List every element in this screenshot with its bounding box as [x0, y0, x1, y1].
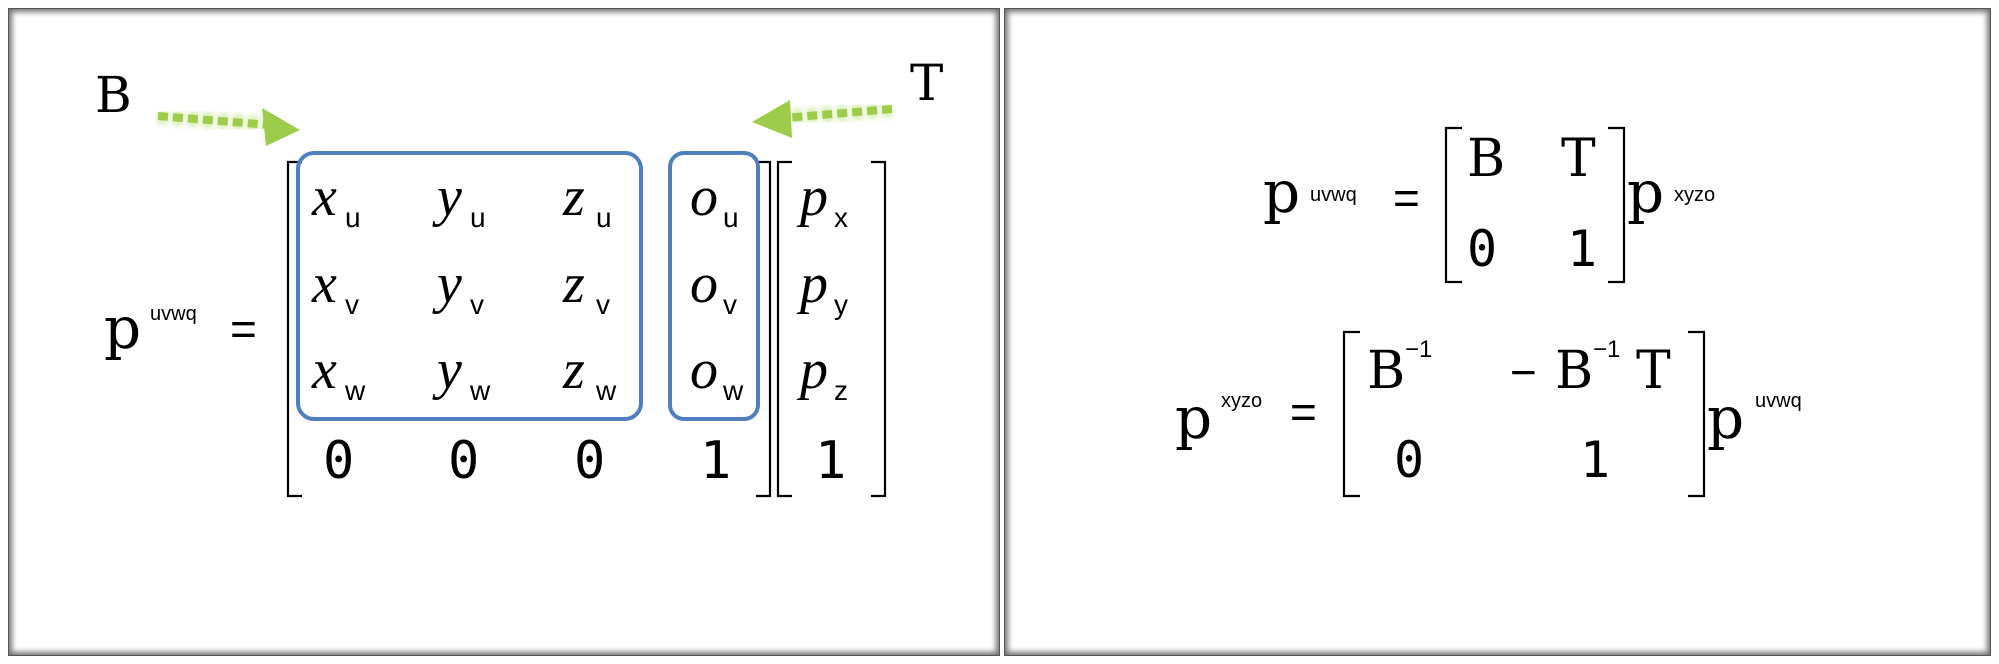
eq2-equals: = — [1290, 386, 1317, 438]
vector-cell-sub: z — [834, 375, 848, 406]
vector-cell-sub: x — [834, 202, 848, 233]
matrix-cell-sub: w — [469, 375, 491, 406]
label-t: T — [910, 54, 943, 112]
eq2-m11-base: B — [1367, 341, 1405, 401]
matrix-cell-sub: w — [595, 375, 617, 406]
lhs-equals: = — [230, 303, 257, 355]
matrix-cell-sub: u — [596, 202, 612, 233]
matrix-cell-sub: v — [723, 289, 737, 320]
eq2-m12-tail: T — [1636, 341, 1671, 401]
right-panel — [1004, 8, 1991, 656]
matrix-cell-sub: v — [470, 289, 484, 320]
matrix-cell-base: z — [562, 253, 585, 315]
matrix-cell-base: y — [432, 253, 462, 315]
eq2-m12-sup: −1 — [1593, 336, 1620, 363]
arrow-t — [752, 100, 893, 138]
matrix-cell-sub: w — [344, 375, 366, 406]
matrix-cell-sub: u — [345, 202, 361, 233]
vector-cell-base: p — [796, 253, 828, 315]
right-equation-2: p xyzo = B −1 − B −1 T 0 1 p uvwq — [1175, 330, 1802, 498]
eq1-bracket-right — [1608, 126, 1626, 284]
eq2-rhs-p: p — [1707, 384, 1744, 452]
vector-bracket-right — [871, 160, 887, 498]
eq2-m21: 0 — [1394, 431, 1424, 489]
matrix-bottom-cell: 0 — [323, 431, 354, 491]
eq2-bracket-right — [1688, 330, 1706, 498]
lhs-sup: uvwq — [150, 303, 197, 325]
matrix-bottom-cell: 1 — [700, 431, 731, 491]
matrix-bracket-right — [756, 160, 772, 498]
eq2-m12-minus: − — [1510, 346, 1537, 398]
eq1-equals: = — [1393, 172, 1420, 224]
vector-cell-sub: y — [834, 289, 848, 320]
eq1-m21: 0 — [1467, 220, 1497, 278]
matrix-bottom-row: 0 0 0 1 — [323, 431, 731, 491]
eq1-lhs-p: p — [1263, 158, 1300, 226]
right-equation-1: p uvwq = B T 0 1 p xyzo — [1263, 126, 1715, 284]
matrix-cell-sub: v — [345, 289, 359, 320]
eq2-m12-base: B — [1555, 341, 1593, 401]
matrix-cells: x u y u z u o ux v y v z v o vx w y w z w o w — [311, 166, 744, 406]
matrix-cell-sub: w — [722, 375, 744, 406]
eq2-rhs-sup: uvwq — [1755, 390, 1802, 412]
vector-cell-base: p — [796, 166, 828, 228]
matrix-cell-base: y — [432, 339, 462, 401]
matrix-cell-base: x — [311, 253, 337, 315]
t-highlight-box — [668, 151, 760, 421]
eq1-bracket-left — [1444, 126, 1462, 284]
lhs-p: p — [104, 294, 141, 362]
matrix-cell-sub: v — [596, 289, 610, 320]
matrix-cell-base: z — [562, 339, 585, 401]
matrix-cell-base: o — [690, 253, 718, 315]
eq2-bracket-left — [1342, 330, 1360, 498]
matrix-bottom-cell: 0 — [448, 431, 479, 491]
vector-cells: p xp yp z1 — [796, 166, 848, 491]
b-highlight-box — [296, 151, 643, 421]
eq1-m22: 1 — [1567, 220, 1597, 278]
eq1-rhs-sup: xyzo — [1674, 184, 1715, 206]
matrix-cell-base: z — [562, 166, 585, 228]
label-b: B — [95, 66, 132, 124]
eq1-rhs-p: p — [1627, 158, 1664, 226]
vector-cell-base: p — [796, 339, 828, 401]
matrix-cell-base: o — [690, 166, 718, 228]
matrix-bracket-left — [286, 160, 302, 498]
matrix-cell-base: y — [432, 166, 462, 228]
eq2-lhs-p: p — [1175, 384, 1212, 452]
eq1-lhs-sup: uvwq — [1310, 184, 1357, 206]
matrix-cell-base: o — [690, 339, 718, 401]
matrix-cell-base: x — [311, 339, 337, 401]
eq1-m11: B — [1467, 129, 1505, 189]
vector-last-cell: 1 — [815, 431, 846, 491]
eq2-lhs-sup: xyzo — [1221, 390, 1262, 412]
eq1-m12: T — [1561, 129, 1596, 189]
arrow-b — [157, 108, 300, 146]
matrix-cell-sub: u — [723, 202, 739, 233]
eq2-m11-sup: −1 — [1405, 336, 1432, 363]
eq2-m22: 1 — [1580, 431, 1610, 489]
vector-bracket-left — [776, 160, 792, 498]
matrix-cell-base: x — [311, 166, 337, 228]
matrix-cell-sub: u — [470, 202, 486, 233]
matrix-bottom-cell: 0 — [574, 431, 605, 491]
